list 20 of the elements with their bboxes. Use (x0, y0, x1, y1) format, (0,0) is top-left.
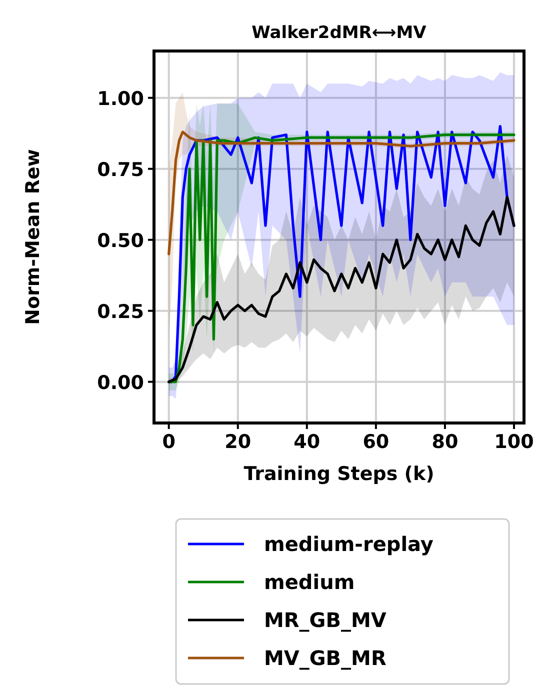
x-tick-label: 0 (162, 431, 176, 453)
y-axis-title: Norm-Mean Rew (22, 149, 44, 325)
chart-title: Walker2dMR⟷MV (252, 23, 428, 43)
legend-label: medium (264, 570, 355, 594)
legend-label: medium-replay (264, 532, 434, 556)
x-tick-label: 60 (362, 431, 390, 453)
y-tick-label: 0.75 (97, 158, 144, 181)
x-tick-label: 100 (494, 431, 534, 453)
legend-label: MR_GB_MV (264, 608, 387, 632)
y-tick-label: 0.50 (97, 230, 144, 252)
line-series (168, 196, 516, 384)
y-tick-label: 0.25 (97, 300, 144, 323)
x-tick-label: 40 (294, 431, 320, 453)
y-tick-label: 0.00 (97, 372, 144, 394)
x-tick-label: 20 (224, 431, 252, 453)
y-tick-label: 1.00 (97, 88, 144, 110)
line-series (168, 130, 516, 256)
x-axis-title: Training Steps (k) (244, 463, 434, 485)
x-tick-label: 80 (432, 431, 458, 453)
legend-label: MV_GB_MR (264, 646, 386, 670)
